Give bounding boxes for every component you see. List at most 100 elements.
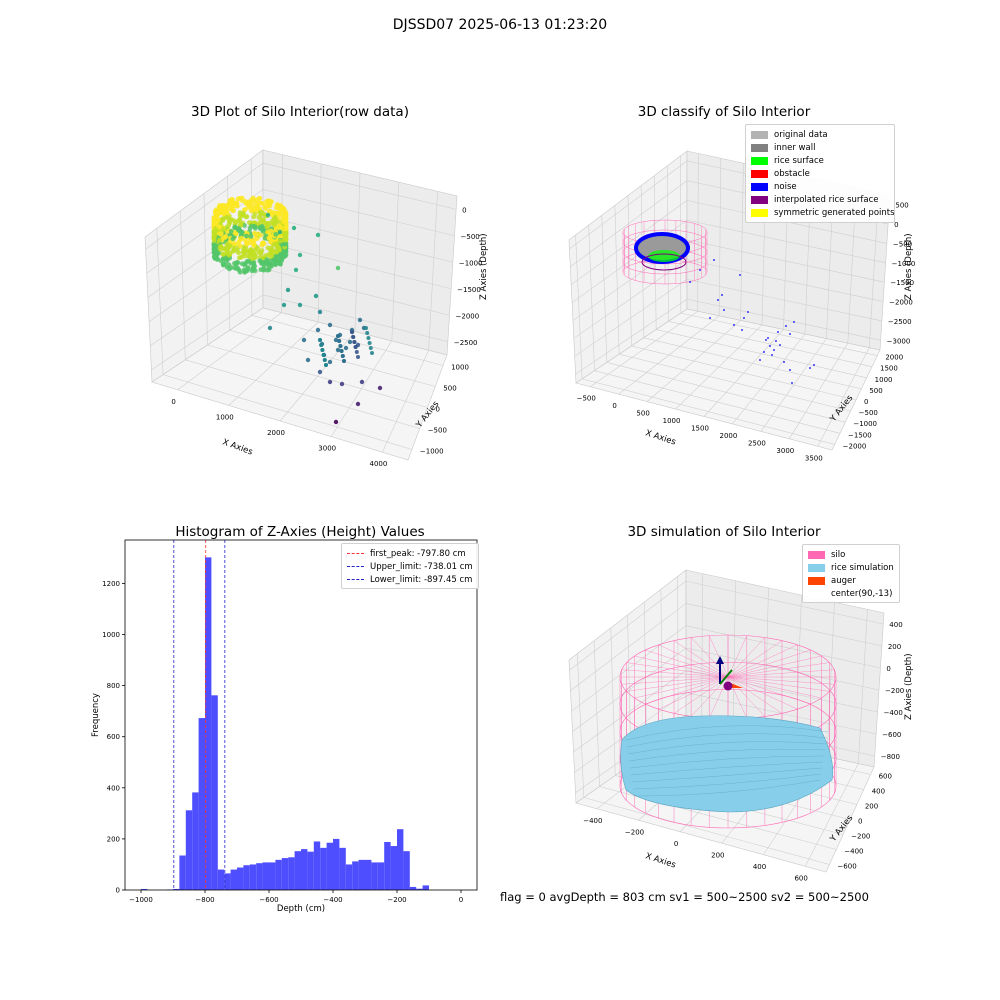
p2-noise-point xyxy=(785,325,787,327)
p4-silo-spoke xyxy=(727,649,811,678)
p2-ztick-label: 0 xyxy=(894,221,898,229)
p3-ytick-label: 800 xyxy=(107,682,120,690)
p1-point xyxy=(291,225,297,231)
p1-ygrid xyxy=(185,359,420,429)
p2-noise-point xyxy=(789,333,791,335)
p2-ztick-label: −2000 xyxy=(889,299,913,307)
p1-point xyxy=(305,357,311,363)
p4-rice-mesh xyxy=(625,725,829,741)
p1-point xyxy=(217,224,222,230)
p2-legend-swatch xyxy=(751,182,768,191)
p2-legend-swatch xyxy=(751,130,768,139)
p2-legend-entry: rice surface xyxy=(751,154,889,167)
p2-ztick-label: −500 xyxy=(893,240,912,248)
p4-ytick-label: −600 xyxy=(837,863,856,871)
p1-point xyxy=(377,385,383,391)
p4-silo-spoke xyxy=(727,676,811,705)
p1-point xyxy=(211,250,217,256)
p2-ygrid xyxy=(594,370,841,434)
p4-legend-swatch xyxy=(808,550,825,559)
p1-point xyxy=(218,210,224,216)
p2-legend-entry: interpolated rice surface xyxy=(751,193,889,206)
p1-point xyxy=(269,245,275,251)
p3-xtick-label: −800 xyxy=(195,896,214,904)
p3-bar xyxy=(377,862,385,890)
p3-bar xyxy=(307,851,314,890)
p1-ytick-label: 1000 xyxy=(451,364,469,372)
p2-noise-point xyxy=(733,324,735,326)
p1-point xyxy=(324,363,328,367)
p1-point xyxy=(223,247,229,253)
p1-point xyxy=(327,359,333,365)
p2-legend-swatch xyxy=(751,156,768,165)
p1-point xyxy=(321,353,326,357)
p1-zlabel: Z Axies (Depth) xyxy=(479,233,489,300)
panel2-title: 3D classify of Silo Interior xyxy=(637,104,811,120)
p2-scatter-points xyxy=(622,219,815,384)
p2-noise-point xyxy=(791,382,793,384)
p1-point xyxy=(220,203,225,208)
p1-point xyxy=(228,228,234,234)
p3-ytick-label: 400 xyxy=(107,784,120,792)
p1-point xyxy=(220,262,226,267)
p3-bar xyxy=(422,885,429,890)
p2-legend-entry: noise xyxy=(751,180,889,193)
p3-bar xyxy=(249,864,257,890)
p2-legend-label: symmetric generated points xyxy=(774,208,895,219)
p2-noise-point xyxy=(793,321,795,323)
p4-silo-spoke xyxy=(626,676,729,692)
p2-legend-swatch xyxy=(751,209,768,218)
p1-point xyxy=(355,401,361,407)
p1-point xyxy=(333,337,339,343)
p2-legend-entry: original data xyxy=(751,128,889,141)
p2-noise-point xyxy=(713,259,715,261)
p2-ygrid-wall xyxy=(627,195,632,347)
p3-legend-line xyxy=(347,579,364,581)
p1-point xyxy=(313,293,319,299)
p4-legend-label: auger xyxy=(831,575,856,586)
p1-point xyxy=(217,237,223,243)
p1-point xyxy=(368,346,373,350)
p1-point xyxy=(264,224,270,230)
p1-point xyxy=(237,255,242,261)
p1-point xyxy=(357,317,363,323)
p2-legend-label: rice surface xyxy=(774,155,824,166)
p3-bar xyxy=(397,829,404,890)
p2-zgrid-wall xyxy=(575,298,688,375)
p1-point xyxy=(275,202,281,208)
p1-ytick-label: −500 xyxy=(428,427,447,435)
p4-silo-spoke xyxy=(727,676,783,714)
p1-point xyxy=(319,343,324,347)
p2-noise-point xyxy=(741,329,743,331)
p1-ztick-label: 0 xyxy=(462,206,466,214)
status-line: flag = 0 avgDepth = 803 cm sv1 = 500~250… xyxy=(500,890,869,904)
p1-zgrid-wall xyxy=(151,294,264,371)
p1-point xyxy=(261,266,267,272)
p1-point xyxy=(338,344,343,348)
p1-xtick-label: 1000 xyxy=(216,413,234,421)
p2-noise-point xyxy=(739,274,741,276)
p3-bar xyxy=(403,851,410,890)
p4-ygrid xyxy=(583,797,830,865)
p1-ztick-label: −2000 xyxy=(456,312,480,320)
p1-point xyxy=(235,203,240,209)
p2-zgrid xyxy=(686,259,884,302)
p2-xtick-label: 3000 xyxy=(776,447,794,455)
p2-noise-point xyxy=(717,299,719,301)
p4-xlabel: X Axies xyxy=(644,851,677,870)
p1-point xyxy=(233,231,239,237)
p4-tick-labels: −400−20002004006006004002000−200−400−600… xyxy=(583,621,904,882)
p3-bar xyxy=(384,841,391,890)
p1-ztick-label: −500 xyxy=(461,233,480,241)
p1-point xyxy=(366,336,371,340)
p1-zgrid-wall xyxy=(146,189,264,274)
p3-bar xyxy=(333,838,340,890)
p1-point xyxy=(253,200,259,206)
p3-ytick-label: 600 xyxy=(107,733,120,741)
p1-point xyxy=(251,243,257,248)
p1-point xyxy=(258,225,264,230)
p2-noise-point xyxy=(777,331,779,333)
p1-point xyxy=(285,287,291,293)
p1-point xyxy=(246,258,252,264)
p2-ytick-label: −1500 xyxy=(848,431,872,439)
